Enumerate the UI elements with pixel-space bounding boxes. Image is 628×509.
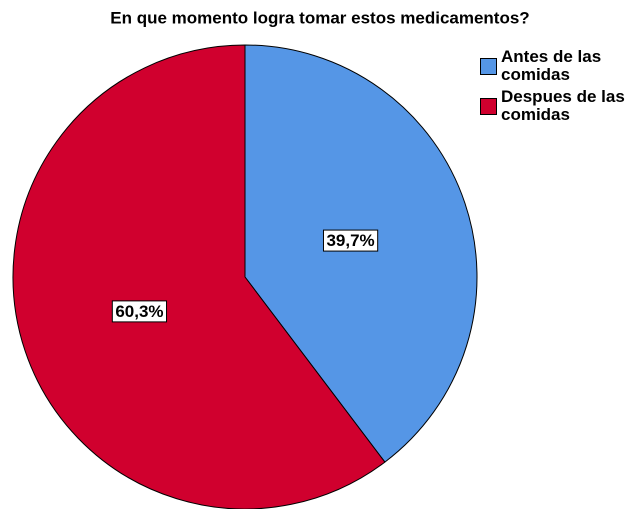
data-label-box [322,229,379,252]
chart-title: En que momento logra tomar estos medicam… [110,8,529,27]
pie-slice [12,44,386,509]
data-label-text: 60,3% [115,302,163,321]
pie-slice [244,44,478,463]
legend-swatch [480,58,497,75]
data-label: 60,3% [111,300,168,323]
legend-swatch [480,98,497,115]
data-label-box [111,300,168,323]
data-label: 39,7% [322,229,379,252]
legend-item: Despues de las comidas [480,88,625,124]
legend: Antes de las comidas Despues de las comid… [480,48,625,128]
legend-label: Antes de las comidas [501,47,602,84]
legend-item: Antes de las comidas [480,48,625,84]
legend-label: Despues de las comidas [501,87,625,124]
data-label-text: 39,7% [326,231,374,250]
